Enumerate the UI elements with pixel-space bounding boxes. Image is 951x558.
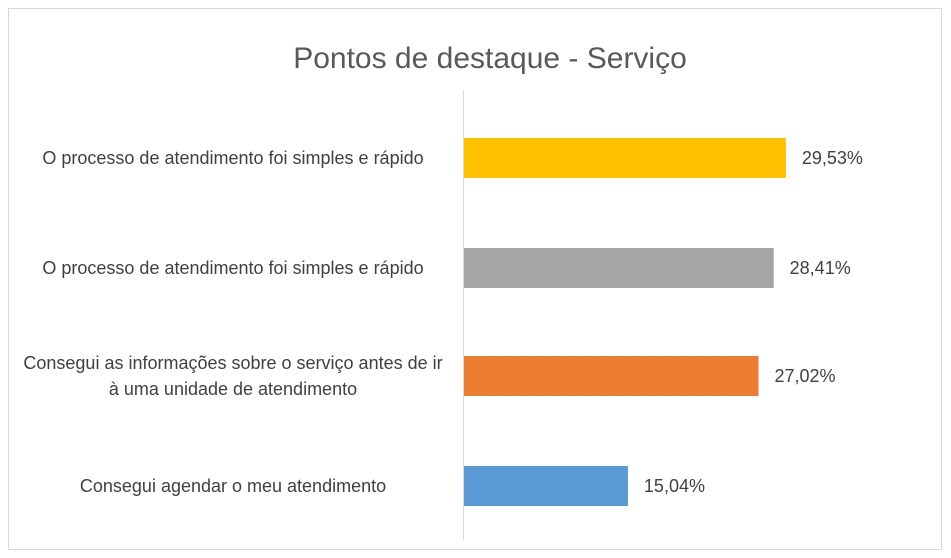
value-label: 27,02% [775, 366, 836, 386]
value-label: 29,53% [802, 148, 863, 168]
bar [464, 248, 774, 288]
category-label: O processo de atendimento foi simples e … [42, 258, 424, 278]
category-label: Consegui agendar o meu atendimento [79, 476, 387, 496]
bar [464, 356, 759, 396]
value-label: 28,41% [790, 258, 851, 278]
bar [464, 138, 786, 178]
category-label: Consegui as informações sobre o serviço … [23, 353, 443, 399]
chart-title: Pontos de destaque - Serviço [293, 42, 687, 75]
category-label: O processo de atendimento foi simples e … [42, 148, 424, 168]
value-label: 15,04% [644, 476, 705, 496]
bar [464, 466, 628, 506]
